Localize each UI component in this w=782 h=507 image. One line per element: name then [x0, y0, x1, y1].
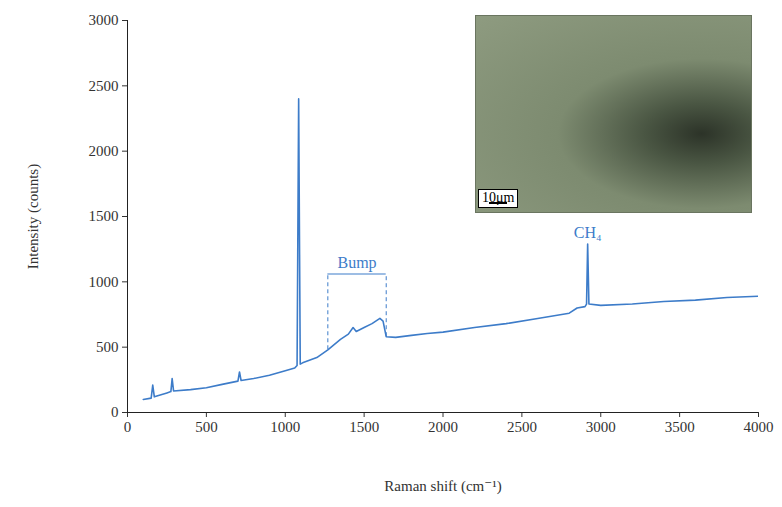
svg-text:Raman shift (cm⁻¹): Raman shift (cm⁻¹) — [384, 478, 501, 495]
html-text:10μm: 10μm — [482, 190, 515, 205]
svg-text:1000: 1000 — [89, 274, 119, 290]
svg-text:Intensity (counts): Intensity (counts) — [25, 164, 42, 269]
svg-text:0: 0 — [111, 404, 119, 420]
svg-text:1500: 1500 — [349, 419, 379, 435]
svg-text:2500: 2500 — [507, 419, 537, 435]
svg-text:500: 500 — [195, 419, 218, 435]
svg-text:3000: 3000 — [586, 419, 616, 435]
svg-text:1000: 1000 — [270, 419, 300, 435]
svg-text:2000: 2000 — [428, 419, 458, 435]
svg-text:3000: 3000 — [89, 12, 119, 28]
svg-text:3500: 3500 — [665, 419, 695, 435]
svg-text:CH₄: CH₄ — [574, 224, 602, 241]
svg-text:2500: 2500 — [89, 78, 119, 94]
svg-text:0: 0 — [124, 419, 132, 435]
svg-text:2000: 2000 — [89, 143, 119, 159]
svg-text:500: 500 — [96, 339, 119, 355]
svg-text:4000: 4000 — [744, 419, 774, 435]
svg-text:Bump: Bump — [337, 254, 376, 272]
svg-text:1500: 1500 — [89, 208, 119, 224]
